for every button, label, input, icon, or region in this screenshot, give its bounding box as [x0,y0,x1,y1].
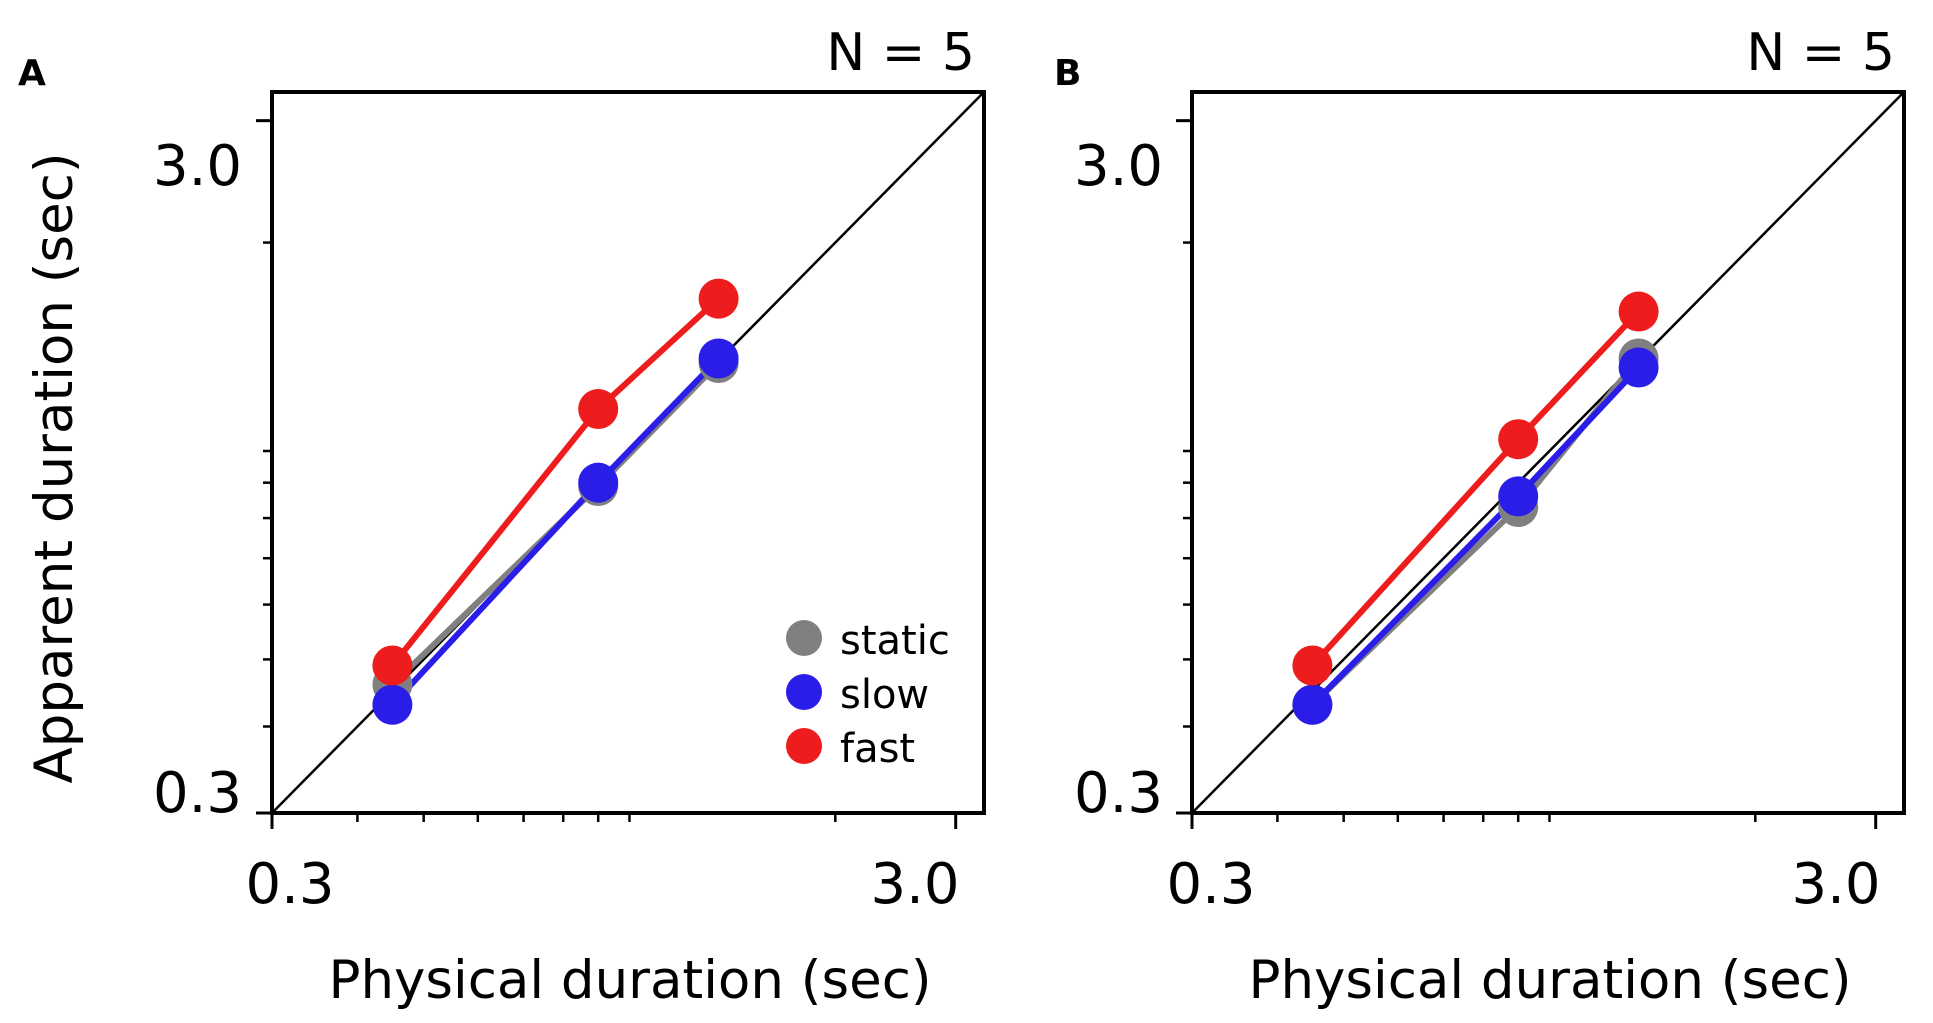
sample-size-annotation: N = 5 [826,23,975,83]
x-tick-label: 0.3 [1166,852,1255,917]
series-line-slow [390,356,721,707]
panel-label: A [18,53,46,94]
plot-frame [1190,90,1906,815]
plot-area [1176,90,1906,829]
legend-marker-slow [786,674,822,710]
x-tick-label: 3.0 [870,852,959,917]
x-axis-label: Physical duration (sec) [1248,950,1851,1011]
x-tick-label: 0.3 [245,852,334,917]
data-point-fast [698,278,739,319]
series-line-fast [390,296,721,668]
data-point-fast [372,645,413,686]
y-tick-label: 3.0 [1074,134,1163,199]
x-axis-label: Physical duration (sec) [328,950,931,1011]
legend-item-fast: fast [786,726,915,772]
x-tick-label: 3.0 [1791,852,1880,917]
data-point-slow [1498,476,1539,517]
data-point-slow [578,462,619,503]
legend-item-slow: slow [786,672,929,718]
y-tick-label: 0.3 [153,761,242,826]
series-line-fast [1310,309,1641,668]
legend-marker-static [786,620,822,656]
series-line-slow [1310,365,1641,707]
panel-label: B [1054,53,1081,94]
data-point-slow [372,684,413,725]
panel-b: B N = 5 3.0 0.3 0.3 3.0 Physical duratio… [1054,23,1906,1011]
plot-frame [270,90,986,815]
legend-marker-fast [786,728,822,764]
data-point-fast [578,388,619,429]
data-point-fast [1292,645,1333,686]
legend-label-slow: slow [840,672,929,718]
data-point-fast [1498,419,1539,460]
legend-item-static: static [786,618,950,664]
plot-area [256,90,986,829]
y-tick-label: 0.3 [1074,761,1163,826]
data-point-slow [1618,347,1659,388]
legend-label-static: static [840,618,950,664]
y-tick-label: 3.0 [153,134,242,199]
data-point-fast [1618,291,1659,332]
panel-a: A N = 5 Apparent duration (sec) Physical… [18,23,986,1011]
legend-label-fast: fast [840,726,915,772]
y-axis-label: Apparent duration (sec) [24,152,85,783]
data-point-slow [698,338,739,379]
legend: static slow fast [786,618,950,772]
data-point-slow [1292,684,1333,725]
sample-size-annotation: N = 5 [1746,23,1895,83]
